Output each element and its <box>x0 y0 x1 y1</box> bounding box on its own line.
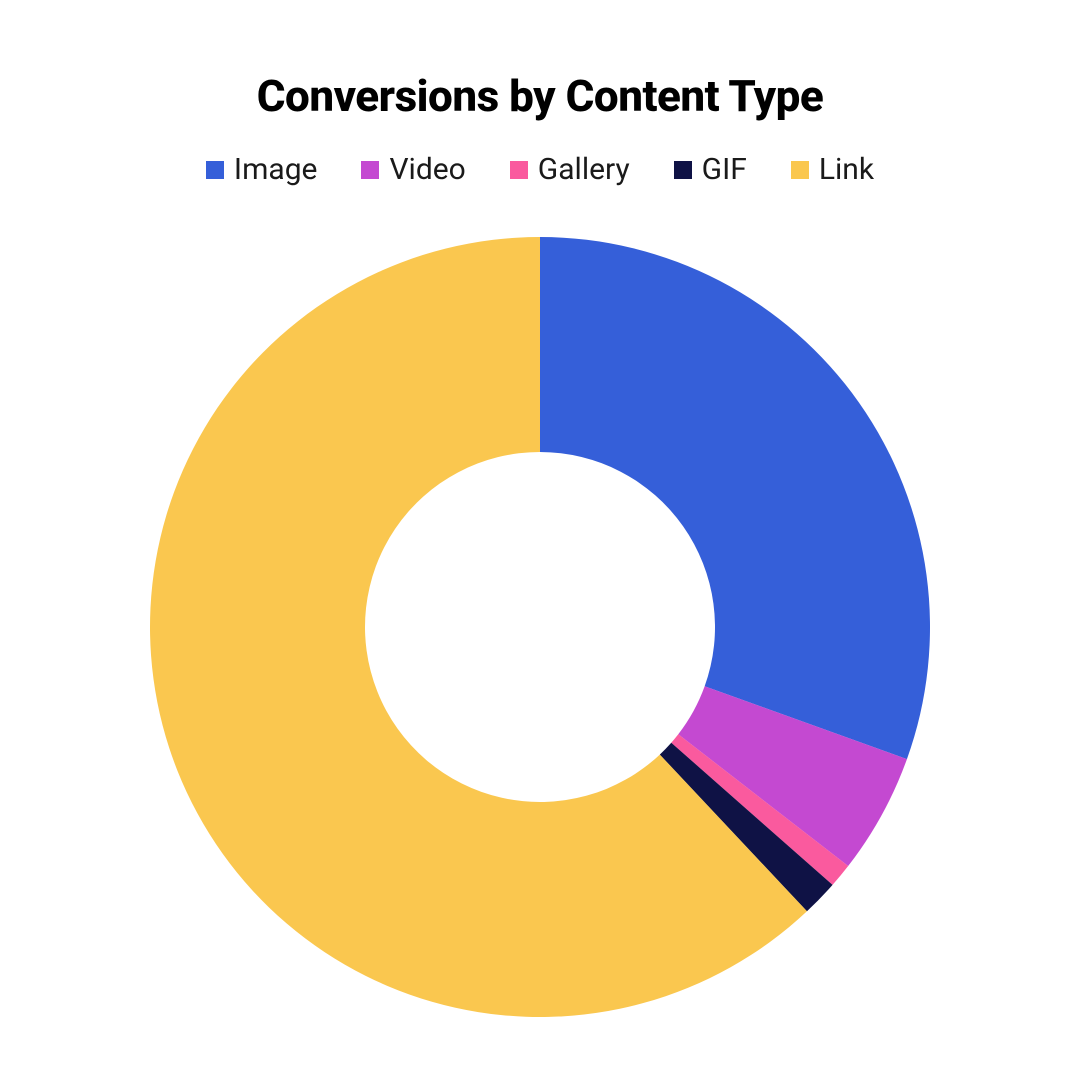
chart-legend: Image Video Gallery GIF Link <box>206 152 874 187</box>
legend-swatch-icon <box>674 161 692 179</box>
donut-slice-image <box>540 237 930 759</box>
legend-item-gif: GIF <box>674 152 747 187</box>
legend-item-link: Link <box>791 152 874 187</box>
legend-label: Image <box>234 152 318 187</box>
legend-swatch-icon <box>791 161 809 179</box>
legend-swatch-icon <box>361 161 379 179</box>
legend-item-image: Image <box>206 152 318 187</box>
legend-label: Link <box>819 152 874 187</box>
donut-svg <box>150 237 930 1017</box>
legend-label: Gallery <box>538 152 630 187</box>
legend-item-gallery: Gallery <box>510 152 630 187</box>
legend-swatch-icon <box>510 161 528 179</box>
legend-label: Video <box>389 152 465 187</box>
legend-item-video: Video <box>361 152 465 187</box>
chart-title: Conversions by Content Type <box>257 70 824 122</box>
legend-label: GIF <box>702 152 747 187</box>
legend-swatch-icon <box>206 161 224 179</box>
donut-chart <box>150 237 930 1017</box>
